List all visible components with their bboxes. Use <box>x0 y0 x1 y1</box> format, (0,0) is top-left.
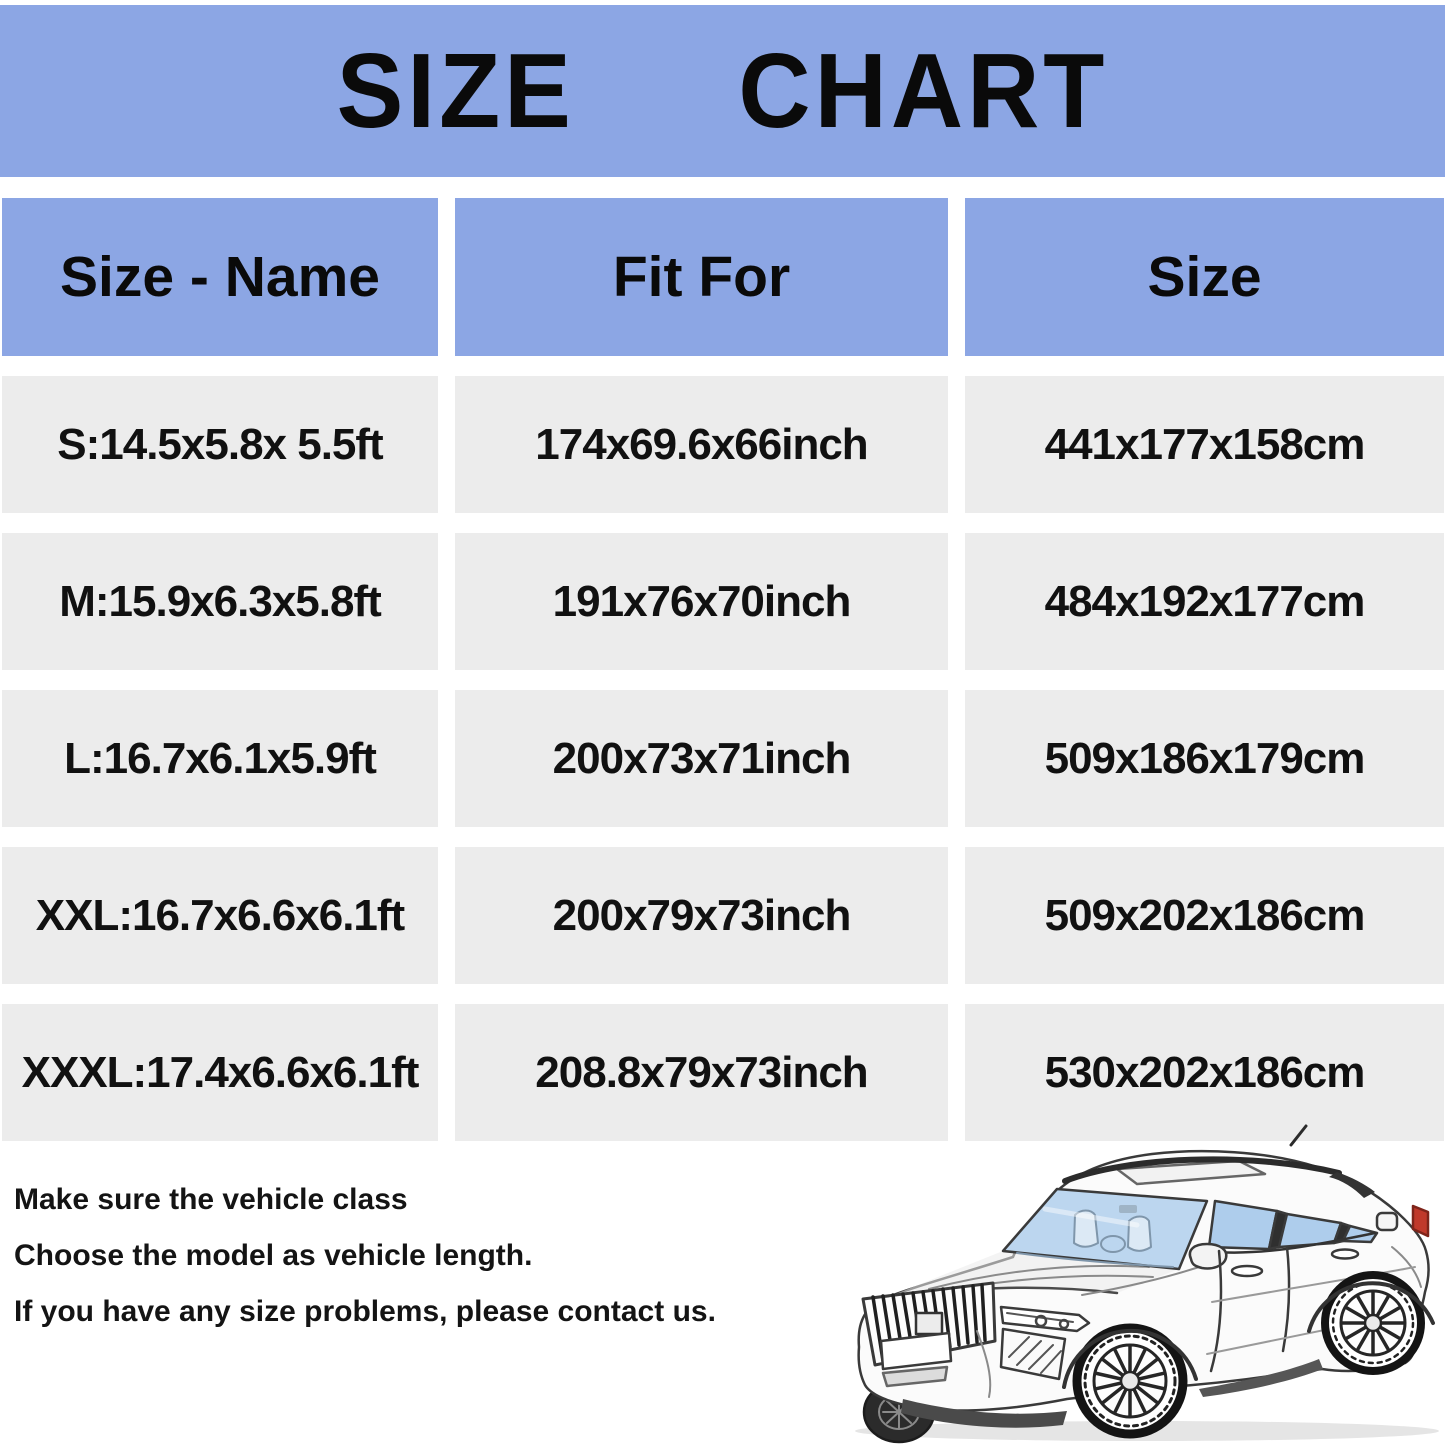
cell-row2-size-name: M:15.9x6.3x5.8ft <box>2 533 438 670</box>
cell-row4-fit-for: 200x79x73inch <box>455 847 948 984</box>
page-title: SIZE CHART <box>336 31 1109 150</box>
fuel-door <box>1375 1211 1399 1232</box>
rear-spoiler <box>1329 1172 1375 1198</box>
notes: Make sure the vehicle class Choose the m… <box>14 1172 844 1340</box>
note-line-2: Choose the model as vehicle length. <box>14 1239 533 1272</box>
front-wheel-icon <box>1072 1323 1188 1439</box>
front-wheel-arch <box>1062 1328 1198 1389</box>
rear-wheel-arch <box>1307 1281 1435 1333</box>
cell-row3-fit-for: 200x73x71inch <box>455 690 948 827</box>
front-door-glass <box>1207 1199 1279 1251</box>
banner: SIZE CHART <box>0 5 1445 177</box>
side-mirror <box>1188 1242 1228 1270</box>
cell-row1-fit-for: 174x69.6x66inch <box>455 376 948 513</box>
cell-row1-size: 441x177x158cm <box>965 376 1444 513</box>
header-cell-fit-for: Fit For <box>455 198 948 356</box>
license-plate <box>879 1331 953 1371</box>
note-line-1: Make sure the vehicle class <box>14 1183 408 1216</box>
windshield <box>1001 1187 1209 1271</box>
grille-badge <box>914 1311 944 1336</box>
cell-row3-size-name: L:16.7x6.1x5.9ft <box>2 690 438 827</box>
cell-row5-size: 530x202x186cm <box>965 1004 1444 1141</box>
cell-row5-size-name: XXXL:17.4x6.6x6.1ft <box>2 1004 438 1141</box>
antenna-icon <box>1289 1124 1308 1147</box>
door-handle-rear <box>1330 1248 1360 1260</box>
front-skid-plate <box>901 1399 1067 1428</box>
cell-row1-size-name: S:14.5x5.8x 5.5ft <box>2 376 438 513</box>
header-cell-size: Size <box>965 198 1444 356</box>
tail-light <box>1411 1204 1430 1238</box>
rear-wheel-icon <box>1321 1271 1425 1375</box>
front-intake <box>999 1327 1067 1381</box>
steering-wheel <box>1100 1235 1126 1253</box>
cell-row4-size: 509x202x186cm <box>965 847 1444 984</box>
suv-line-drawing-svg <box>855 1124 1439 1444</box>
cell-row5-fit-for: 208.8x79x73inch <box>455 1004 948 1141</box>
cell-row3-size: 509x186x179cm <box>965 690 1444 827</box>
car-illustration <box>817 1117 1445 1445</box>
cell-row2-size: 484x192x177cm <box>965 533 1444 670</box>
door-handle-front <box>1230 1264 1264 1278</box>
note-line-3: If you have any size problems, please co… <box>14 1295 716 1328</box>
sunroof <box>1115 1159 1267 1186</box>
rearview-mirror <box>1119 1205 1137 1213</box>
cell-row2-fit-for: 191x76x70inch <box>455 533 948 670</box>
roof-rail <box>1062 1156 1342 1184</box>
cell-row4-size-name: XXL:16.7x6.6x6.1ft <box>2 847 438 984</box>
size-table: Size - Name Fit For Size S:14.5x5.8x 5.5… <box>2 198 1445 1141</box>
header-cell-size-name: Size - Name <box>2 198 438 356</box>
